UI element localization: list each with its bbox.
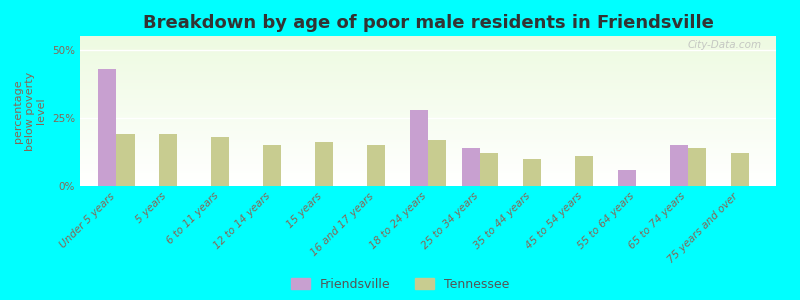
Bar (315, 142, 334, 186)
Bar (159, 134, 178, 186)
Bar (574, 156, 593, 186)
Bar (522, 159, 541, 186)
Bar (618, 169, 636, 186)
Bar (98, 69, 116, 186)
Title: Breakdown by age of poor male residents in Friendsville: Breakdown by age of poor male residents … (142, 14, 714, 32)
Bar (211, 137, 230, 186)
Bar (116, 134, 134, 186)
Bar (670, 145, 688, 186)
Bar (480, 153, 498, 186)
Legend: Friendsville, Tennessee: Friendsville, Tennessee (290, 278, 510, 291)
Bar (730, 153, 749, 186)
Bar (688, 148, 706, 186)
Bar (428, 140, 446, 186)
Text: City-Data.com: City-Data.com (688, 40, 762, 50)
Bar (263, 145, 282, 186)
Bar (410, 110, 428, 186)
Y-axis label: percentage
below poverty
level: percentage below poverty level (14, 71, 46, 151)
Bar (462, 148, 480, 186)
Bar (367, 145, 385, 186)
